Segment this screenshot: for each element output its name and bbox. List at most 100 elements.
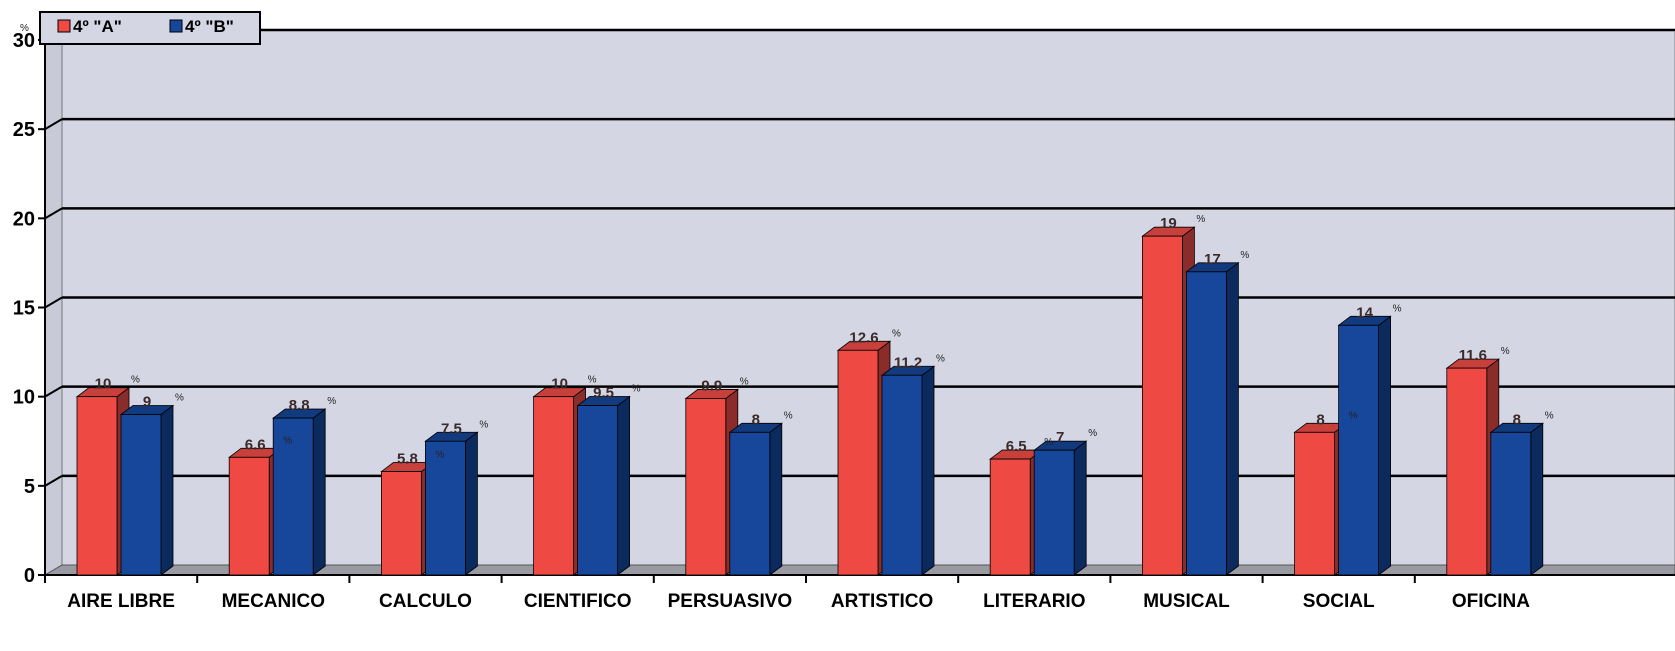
percent-sign: % xyxy=(632,384,641,395)
data-labels: 10 %6.6 %5.8 %10% 9.9 %12.6 %6.5 %19 %8 %11.6 %9% 8… xyxy=(95,214,1554,467)
bar xyxy=(424,431,479,576)
axes: 0 5 10 15 20 25 30% AIRE LIBRE MECANICO CALCULO CI… xyxy=(13,23,1675,612)
data-label: 9 xyxy=(143,394,151,411)
category-label: SOCIAL xyxy=(1303,591,1375,612)
bar-side xyxy=(1226,262,1239,576)
percent-sign: % xyxy=(1196,214,1205,225)
category-label: MUSICAL xyxy=(1143,591,1230,612)
category-label: CIENTIFICO xyxy=(524,591,632,612)
percent-sign: % xyxy=(1240,250,1249,261)
data-label: 11.6 xyxy=(1459,347,1487,364)
bar xyxy=(1489,422,1545,576)
bar-front xyxy=(577,405,618,576)
percent-sign: % xyxy=(327,396,336,407)
percent-sign: % xyxy=(1393,303,1402,314)
legend-entry: 4º "A" xyxy=(73,17,122,36)
data-label: 8 xyxy=(1316,411,1324,428)
percent-sign: % xyxy=(588,375,597,386)
data-label: 8 xyxy=(752,411,760,428)
gridline-diagonal xyxy=(44,474,63,487)
bar-front xyxy=(76,396,118,576)
bar xyxy=(1337,315,1392,576)
bar-front xyxy=(380,471,422,576)
data-label: 9.9 xyxy=(701,377,722,394)
bar-front xyxy=(1490,431,1532,576)
gridline-diagonal xyxy=(44,385,63,398)
data-label: 10 xyxy=(95,376,112,393)
bar-side xyxy=(1378,315,1391,576)
bar-front xyxy=(1033,449,1075,576)
legend-box xyxy=(39,11,261,45)
bar-front xyxy=(837,349,879,576)
bar xyxy=(119,404,175,576)
data-label: 10 xyxy=(551,376,568,393)
category-label: CALCULO xyxy=(379,591,472,612)
data-label: 12.6 xyxy=(849,329,878,346)
category-label: MECANICO xyxy=(222,591,325,612)
percent-sign: % xyxy=(435,450,444,461)
percent-sign: % xyxy=(283,435,292,446)
category-label: LITERARIO xyxy=(983,591,1085,612)
bar xyxy=(75,386,131,576)
bar-front xyxy=(989,458,1031,576)
y-tick-label: 20 xyxy=(13,208,35,230)
legend-swatch xyxy=(57,19,71,33)
data-label: 8.8 xyxy=(289,397,310,414)
bar-front xyxy=(1142,235,1183,576)
bar-front xyxy=(1186,271,1227,576)
percent-sign: % xyxy=(784,410,793,421)
bar xyxy=(1185,262,1240,576)
percent-sign: % xyxy=(175,393,184,404)
bar-front xyxy=(272,417,314,576)
legend-entry: 4º "B" xyxy=(185,17,234,36)
bars xyxy=(75,226,1545,576)
bar-side xyxy=(1073,440,1087,576)
gridline-diagonal xyxy=(44,296,63,309)
legend: 4º "A" 4º "B" xyxy=(39,11,261,45)
bar xyxy=(1032,440,1088,576)
bar-side xyxy=(160,404,174,576)
bar-front xyxy=(1294,431,1335,576)
y-tick-label: 30 xyxy=(13,30,35,52)
gridline-diagonal xyxy=(44,118,63,131)
bar xyxy=(576,395,631,576)
bar-front xyxy=(1338,324,1379,576)
y-tick-label: 0 xyxy=(24,565,35,587)
bar-front xyxy=(1446,367,1488,576)
bar-side xyxy=(464,431,478,576)
percent-sign: % xyxy=(131,375,140,386)
category-label: OFICINA xyxy=(1452,591,1530,612)
data-label: 7 xyxy=(1056,429,1064,446)
data-label: 6.6 xyxy=(245,436,266,453)
category-label: PERSUASIVO xyxy=(668,591,793,612)
percent-sign: % xyxy=(936,353,945,364)
data-label: 14 xyxy=(1356,304,1373,321)
bar-front xyxy=(424,440,466,576)
data-label: 7.5 xyxy=(441,420,462,437)
y-axis-label: % xyxy=(20,23,29,34)
bar xyxy=(880,365,936,576)
gridline-diagonal xyxy=(44,207,63,220)
bar xyxy=(989,449,1044,576)
bar-front xyxy=(533,396,574,576)
y-tick-label: 15 xyxy=(13,298,35,320)
percent-sign: % xyxy=(1545,410,1554,421)
percent-sign: % xyxy=(479,419,488,430)
bar xyxy=(272,408,327,576)
bar-front xyxy=(881,374,923,576)
percent-sign: % xyxy=(1088,428,1097,439)
data-label: 9.5 xyxy=(593,385,614,402)
percent-sign: % xyxy=(1501,346,1510,357)
percent-sign: % xyxy=(1044,437,1053,448)
data-label: 6.5 xyxy=(1006,438,1027,455)
data-label: 8 xyxy=(1513,411,1521,428)
percent-sign: % xyxy=(740,376,749,387)
bar-side xyxy=(312,408,326,576)
percent-sign: % xyxy=(892,328,901,339)
data-label: 17 xyxy=(1204,251,1221,268)
percent-sign: % xyxy=(1349,410,1358,421)
y-tick-label: 10 xyxy=(13,387,35,409)
bar-front xyxy=(120,414,162,576)
bar-side xyxy=(921,365,935,576)
